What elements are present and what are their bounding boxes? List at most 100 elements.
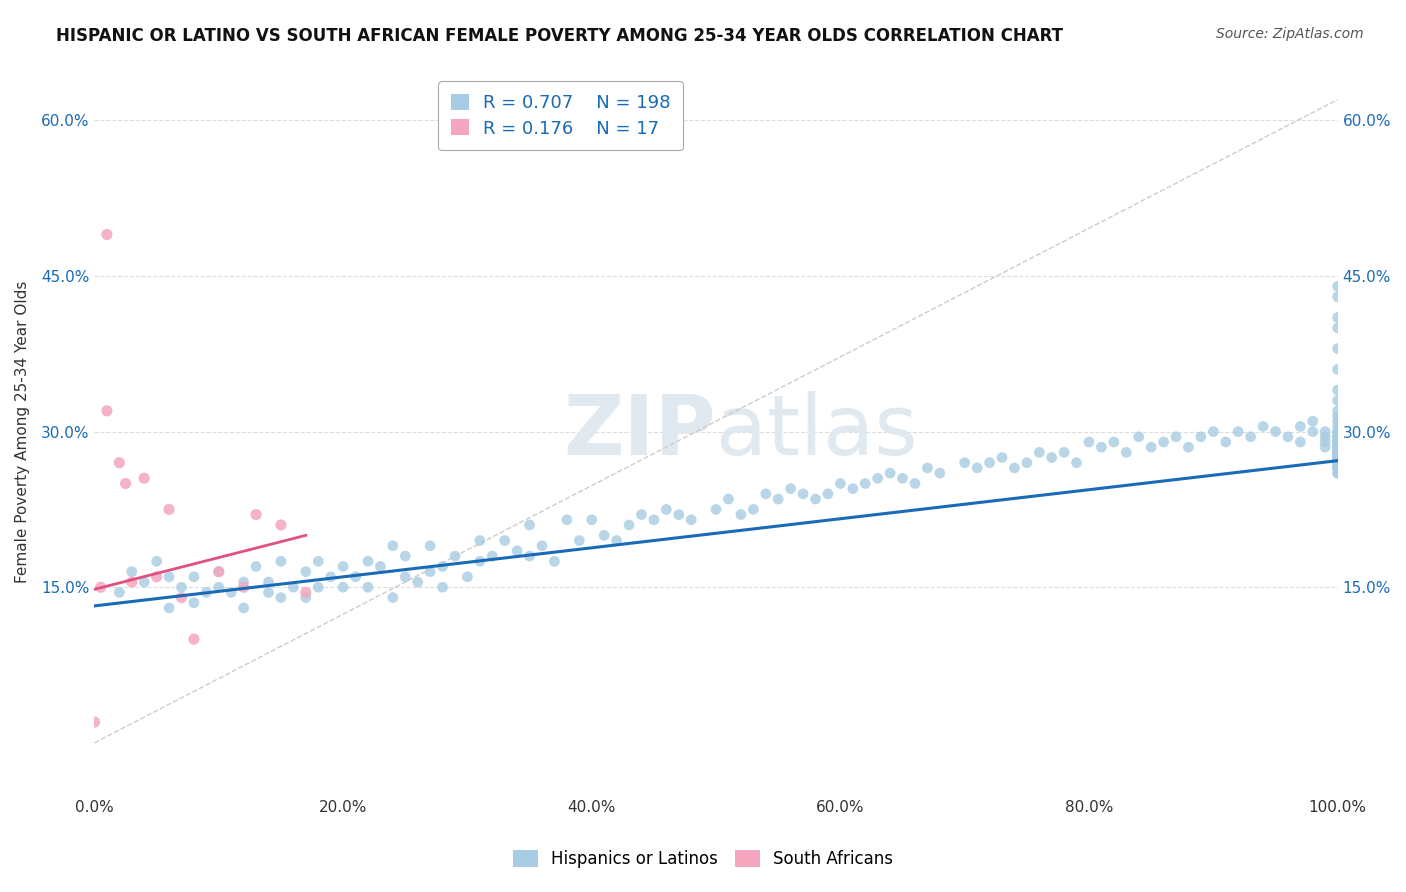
Point bbox=[530, 539, 553, 553]
Point bbox=[1066, 456, 1088, 470]
Point bbox=[1326, 440, 1348, 454]
Point bbox=[1315, 425, 1337, 439]
Point bbox=[1326, 430, 1348, 444]
Point bbox=[394, 570, 416, 584]
Point bbox=[779, 482, 801, 496]
Point bbox=[381, 591, 404, 605]
Point bbox=[1326, 456, 1348, 470]
Point bbox=[257, 585, 280, 599]
Point bbox=[1326, 434, 1348, 449]
Point bbox=[1078, 434, 1101, 449]
Point bbox=[1326, 434, 1348, 449]
Point bbox=[1326, 430, 1348, 444]
Point bbox=[1326, 450, 1348, 465]
Point bbox=[1326, 362, 1348, 376]
Point bbox=[1326, 430, 1348, 444]
Point bbox=[1215, 434, 1237, 449]
Point bbox=[444, 549, 467, 563]
Point bbox=[1277, 430, 1299, 444]
Point bbox=[1115, 445, 1137, 459]
Point bbox=[1326, 290, 1348, 304]
Point bbox=[357, 580, 380, 594]
Point bbox=[704, 502, 727, 516]
Point bbox=[1326, 445, 1348, 459]
Point bbox=[283, 580, 305, 594]
Point bbox=[519, 518, 541, 533]
Point bbox=[1128, 430, 1150, 444]
Point bbox=[1326, 434, 1348, 449]
Point bbox=[866, 471, 889, 485]
Point bbox=[1326, 461, 1348, 475]
Point bbox=[1302, 414, 1324, 428]
Point bbox=[108, 456, 131, 470]
Point bbox=[1326, 440, 1348, 454]
Point bbox=[419, 539, 441, 553]
Point bbox=[555, 513, 578, 527]
Point bbox=[1239, 430, 1261, 444]
Point bbox=[1326, 456, 1348, 470]
Point bbox=[668, 508, 690, 522]
Point bbox=[766, 491, 789, 506]
Point bbox=[307, 554, 329, 568]
Text: Source: ZipAtlas.com: Source: ZipAtlas.com bbox=[1216, 27, 1364, 41]
Point bbox=[257, 575, 280, 590]
Point bbox=[1326, 425, 1348, 439]
Point bbox=[406, 575, 429, 590]
Point bbox=[742, 502, 765, 516]
Point bbox=[1326, 409, 1348, 423]
Point bbox=[904, 476, 927, 491]
Point bbox=[1326, 430, 1348, 444]
Text: ZIP: ZIP bbox=[564, 391, 716, 472]
Point bbox=[1326, 310, 1348, 325]
Point bbox=[1177, 440, 1199, 454]
Point bbox=[1326, 440, 1348, 454]
Point bbox=[1326, 450, 1348, 465]
Point bbox=[568, 533, 591, 548]
Point bbox=[121, 575, 143, 590]
Point bbox=[1015, 456, 1038, 470]
Point bbox=[879, 466, 901, 480]
Legend: R = 0.707    N = 198, R = 0.176    N = 17: R = 0.707 N = 198, R = 0.176 N = 17 bbox=[439, 81, 683, 150]
Point bbox=[1326, 414, 1348, 428]
Point bbox=[1326, 440, 1348, 454]
Point bbox=[170, 591, 193, 605]
Point bbox=[1326, 450, 1348, 465]
Point bbox=[1140, 440, 1163, 454]
Point bbox=[1326, 434, 1348, 449]
Point bbox=[394, 549, 416, 563]
Point bbox=[817, 487, 839, 501]
Point bbox=[232, 575, 254, 590]
Point bbox=[1326, 440, 1348, 454]
Point bbox=[1315, 434, 1337, 449]
Point bbox=[606, 533, 628, 548]
Point bbox=[270, 554, 292, 568]
Point bbox=[1326, 419, 1348, 434]
Point bbox=[208, 580, 231, 594]
Point bbox=[1326, 461, 1348, 475]
Point bbox=[1326, 456, 1348, 470]
Point bbox=[157, 570, 180, 584]
Point bbox=[1053, 445, 1076, 459]
Point bbox=[1326, 450, 1348, 465]
Point bbox=[157, 502, 180, 516]
Point bbox=[1326, 445, 1348, 459]
Point bbox=[232, 601, 254, 615]
Point bbox=[966, 461, 988, 475]
Point bbox=[853, 476, 876, 491]
Point bbox=[1202, 425, 1225, 439]
Point bbox=[245, 559, 267, 574]
Point bbox=[319, 570, 342, 584]
Point bbox=[1315, 430, 1337, 444]
Point bbox=[1326, 466, 1348, 480]
Point bbox=[232, 580, 254, 594]
Point bbox=[1264, 425, 1286, 439]
Point bbox=[543, 554, 565, 568]
Point bbox=[593, 528, 616, 542]
Point bbox=[344, 570, 367, 584]
Point bbox=[1326, 450, 1348, 465]
Point bbox=[681, 513, 703, 527]
Point bbox=[1326, 445, 1348, 459]
Point bbox=[755, 487, 778, 501]
Point bbox=[1326, 383, 1348, 397]
Point bbox=[432, 559, 454, 574]
